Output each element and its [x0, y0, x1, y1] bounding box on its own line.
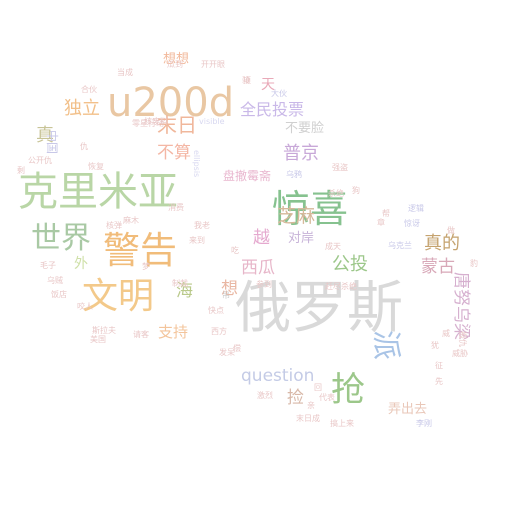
word-cloud-term: 消费	[168, 203, 184, 212]
word-cloud-term: 核弹	[106, 221, 122, 230]
word-cloud-term: 惊喜	[272, 187, 349, 231]
word-cloud-term: 天	[261, 77, 275, 93]
word-cloud-term: 梦	[142, 262, 150, 271]
word-cloud-term: 全民投票	[240, 100, 305, 119]
word-cloud-term: 西瓜	[241, 258, 275, 278]
word-cloud-term: 先	[435, 377, 443, 386]
word-cloud-term: 支持	[158, 323, 189, 341]
word-cloud-term: 成天	[325, 242, 341, 251]
word-cloud-term: 征	[435, 361, 443, 370]
word-cloud-term: ellipsis	[192, 150, 201, 178]
word-cloud-term: 咬人	[77, 302, 93, 311]
word-cloud-term: 外	[74, 256, 88, 272]
word-cloud-term: 大伙	[271, 89, 287, 98]
word-cloud-term: 唐努乌梁	[451, 272, 471, 340]
word-cloud-term: 杀绝	[328, 189, 344, 198]
word-cloud-term: 芝麻	[277, 205, 316, 227]
word-cloud-term: 报仇	[458, 331, 467, 347]
word-cloud-term: 抢	[331, 370, 365, 410]
word-cloud-term: 派	[368, 330, 403, 360]
word-cloud-term: visible	[199, 117, 225, 126]
word-cloud-term: 偿	[233, 344, 241, 353]
word-cloud-term: 真	[36, 125, 54, 146]
word-cloud-term: 强盗	[332, 163, 348, 172]
word-cloud-term: 饭店	[51, 290, 67, 299]
word-cloud-term: 文明	[82, 276, 155, 317]
word-cloud-term: 末日	[157, 113, 197, 137]
word-cloud-term: 参到	[256, 280, 272, 289]
word-cloud-term: 不要脸	[285, 121, 325, 136]
word-cloud-term: 请客	[133, 330, 149, 339]
word-cloud-term: 警告	[103, 229, 177, 272]
word-cloud-term: u200d	[107, 80, 235, 126]
word-cloud-term: question	[241, 366, 315, 386]
word-cloud-term: 盘撤霉斋	[223, 169, 272, 183]
word-cloud-term: 越	[253, 228, 270, 248]
word-cloud-term: 公开仇	[28, 156, 52, 165]
word-cloud-term: 麻木	[123, 216, 139, 225]
word-cloud-term: 想想	[163, 52, 190, 67]
word-cloud-term: 做	[447, 226, 455, 235]
word-cloud-term: 威	[442, 329, 450, 338]
word-cloud-term: 公投	[332, 254, 368, 275]
word-cloud-term: 章	[377, 218, 385, 227]
word-cloud-term: 快点	[208, 306, 224, 315]
word-cloud-term: 捡	[287, 388, 304, 408]
word-cloud-term: 亲	[307, 401, 315, 410]
word-cloud-term: 赶尽杀绝	[325, 282, 357, 291]
word-cloud-term: 豹	[470, 259, 478, 268]
word-cloud-term: 回	[314, 383, 322, 392]
word-cloud-term: 骑	[242, 76, 250, 85]
word-cloud-term: 乌鸦	[286, 170, 302, 179]
word-cloud-term: 海	[176, 281, 193, 301]
word-cloud-term: 不算	[157, 143, 191, 163]
word-cloud-term: 中国	[45, 130, 59, 155]
word-cloud-term: 恢复	[88, 162, 104, 171]
word-cloud-term: 美国	[90, 335, 106, 344]
word-cloud-term: 搞上来	[330, 419, 354, 428]
word-cloud-term: 俄罗斯	[235, 276, 403, 341]
word-cloud-term: 帮	[382, 209, 390, 218]
word-cloud-term: 独立	[64, 98, 100, 119]
word-cloud-term: 瓜到	[167, 60, 183, 69]
word-cloud-term: 蒙古	[421, 257, 455, 277]
word-cloud-term: 普京	[283, 143, 319, 164]
word-cloud-term: 代表	[319, 393, 335, 402]
word-cloud-term: 真的	[424, 233, 460, 254]
word-cloud-term: 吊	[222, 291, 230, 300]
word-cloud-term: 来到	[189, 236, 205, 245]
word-cloud-term: 吃	[231, 246, 239, 255]
word-cloud-term: 开开眼	[201, 60, 225, 69]
word-cloud-term: 毛子	[40, 261, 56, 270]
word-cloud-term: 末日成	[296, 414, 320, 423]
word-cloud-term: 克里米亚	[18, 169, 178, 215]
word-cloud-term: 激烈	[257, 391, 273, 400]
word-cloud-term: 制裁	[172, 279, 188, 288]
word-cloud-term: 想	[221, 279, 238, 299]
word-cloud-term: 乌贼	[47, 276, 63, 285]
word-cloud-term: 逻辑	[408, 204, 424, 213]
word-cloud-term: 世界	[31, 221, 91, 256]
word-cloud-term: 零星行动	[132, 119, 164, 128]
word-cloud-term: 狗	[352, 186, 360, 195]
word-cloud-term: 弄出去	[388, 402, 428, 417]
word-cloud-term: 我老	[194, 221, 210, 230]
word-cloud-term: 发呆	[219, 348, 235, 357]
word-cloud-term: 对岸	[288, 231, 315, 246]
word-cloud-term: 项	[243, 76, 251, 85]
word-cloud-term: 西方	[211, 327, 227, 336]
word-cloud-term: 当成	[117, 68, 133, 77]
word-cloud-term: 惊讶	[404, 219, 420, 228]
word-cloud-term: 剩	[17, 166, 25, 175]
word-cloud-term: 李刚	[416, 419, 432, 428]
word-cloud-term: 威胁	[452, 349, 468, 358]
word-cloud-term: 乌克兰	[388, 241, 412, 250]
word-cloud-term: 犹	[431, 341, 439, 350]
word-cloud-term: 核废料	[144, 117, 168, 126]
word-cloud-term: 斯拉夫	[92, 326, 116, 335]
word-cloud-term: 仇	[80, 142, 88, 151]
word-cloud-term: 合伙	[81, 85, 97, 94]
